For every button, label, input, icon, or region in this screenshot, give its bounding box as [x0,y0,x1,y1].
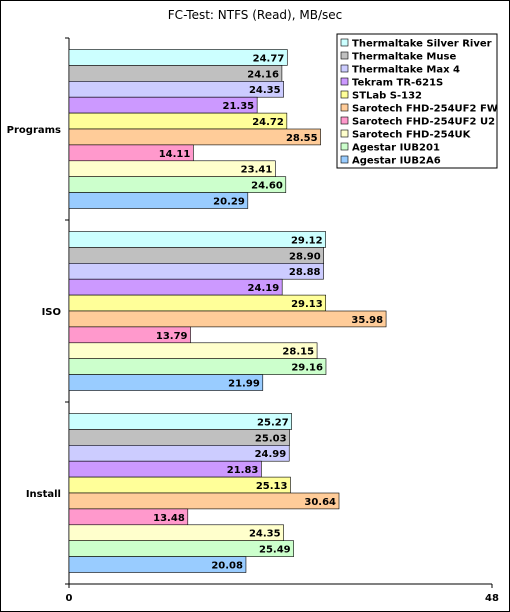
bar [68,556,247,573]
chart-title: FC-Test: NTFS (Read), MB/sec [167,8,343,22]
data-label: 25.49 [259,545,291,556]
bar [68,294,327,312]
data-label: 28.55 [286,133,318,144]
legend-label: Agestar IUB201 [352,143,440,154]
data-label: 24.16 [247,69,279,80]
data-label: 28.90 [289,251,321,262]
data-label: 20.08 [211,561,243,572]
data-label: 25.13 [256,481,288,492]
data-label: 13.79 [156,331,188,342]
bar [68,342,318,359]
bar [68,231,326,248]
data-label: 20.29 [213,197,245,208]
data-label: 24.99 [255,449,287,460]
data-label: 13.48 [153,513,185,524]
category-label: Programs [7,125,61,136]
legend-swatch [340,155,349,164]
x-tick-label: 0 [66,593,73,604]
legend-swatch [340,51,349,60]
data-label: 29.13 [291,299,323,310]
legend-swatch [340,103,349,112]
legend-label: Thermaltake Silver River [352,39,492,50]
legend-swatch [340,64,349,73]
legend-swatch [340,116,349,125]
legend-label: Thermaltake Muse [352,52,456,63]
legend-swatch [340,129,349,138]
data-label: 24.72 [252,117,284,128]
legend-swatch [340,77,349,86]
category-label: Install [26,489,61,500]
x-tick-label: 48 [485,593,499,604]
legend-swatch [340,90,349,99]
data-label: 28.88 [289,267,321,278]
data-label: 25.27 [257,417,289,428]
legend-swatch [340,38,349,47]
bar [68,262,324,280]
legend-label: Sarotech FHD-254UF2 FW [352,104,498,115]
data-label: 35.98 [351,315,383,326]
data-label: 21.83 [227,465,259,476]
data-label: 28.15 [282,347,314,358]
bar [68,358,327,375]
data-label: 23.41 [241,165,273,176]
bar [68,492,340,510]
data-label: 24.60 [251,181,283,192]
legend-label: STLab S-132 [352,91,422,102]
legend-label: Sarotech FHD-254UK [352,130,472,141]
legend-label: Tekram TR-621S [352,78,443,89]
data-label: 25.03 [255,433,287,444]
legend-swatch [340,142,349,151]
bar [68,374,264,391]
data-label: 24.35 [249,529,281,540]
legend-label: Sarotech FHD-254UF2 U2 [352,117,495,128]
legend-label: Agestar IUB2A6 [352,156,441,167]
data-label: 30.64 [304,497,336,508]
bar [68,310,387,328]
category-label: ISO [42,307,61,318]
data-label: 14.11 [159,149,191,160]
legend-box [336,33,498,169]
data-label: 24.19 [248,283,280,294]
data-label: 21.99 [228,379,260,390]
bar [68,192,249,209]
data-label: 29.16 [291,363,323,374]
bar [68,247,324,264]
data-label: 29.12 [291,235,323,246]
legend-label: Thermaltake Max 4 [352,65,460,76]
bar [68,128,321,146]
data-label: 24.35 [249,85,281,96]
data-label: 21.35 [223,101,255,112]
data-label: 24.77 [253,53,285,64]
